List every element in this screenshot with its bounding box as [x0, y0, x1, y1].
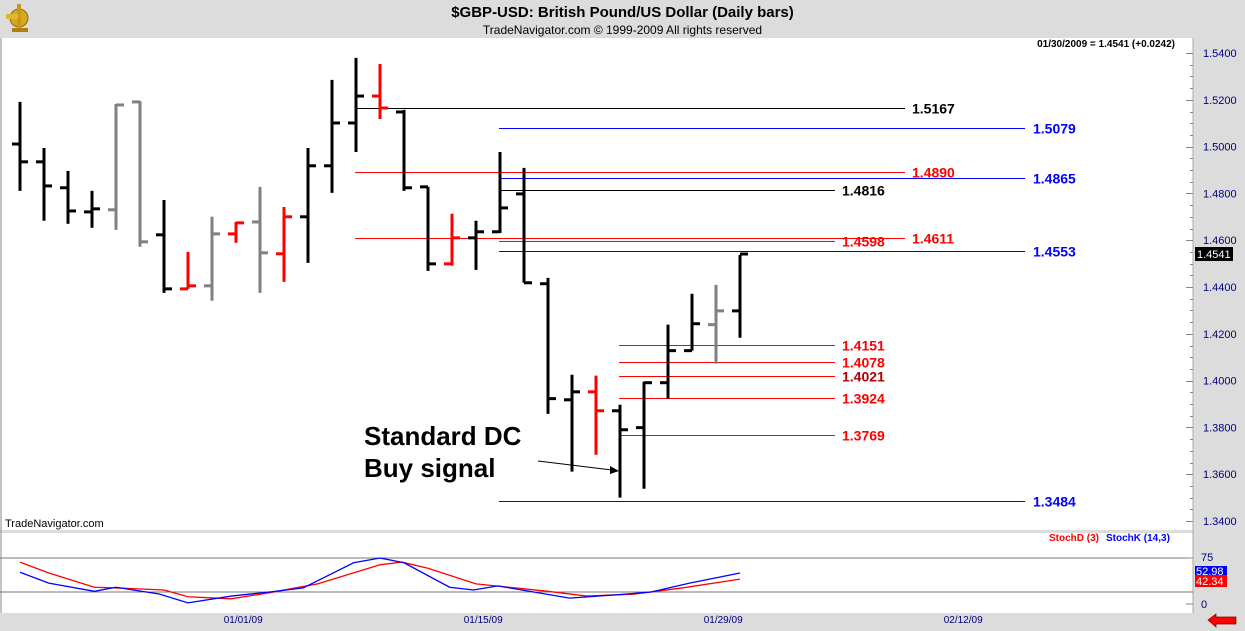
ohlc-bar	[204, 216, 220, 301]
level-label: 1.4021	[842, 369, 885, 385]
stochd-value: 42.34	[1196, 576, 1224, 588]
ohlc-bar	[84, 190, 100, 228]
last-price-box	[1195, 247, 1233, 262]
watermark: TradeNavigator.com	[5, 518, 104, 530]
y-tick-label: 1.3400	[1203, 516, 1237, 528]
y-tick-label: 1.5000	[1203, 142, 1237, 154]
level-label: 1.3769	[842, 428, 885, 444]
ohlc-bar	[708, 284, 724, 364]
ohlc-bar	[444, 213, 460, 266]
y-tick-label: 1.3800	[1203, 422, 1237, 434]
ohlc-bar	[732, 252, 748, 338]
stochk-line	[19, 557, 741, 604]
level-label: 1.4598	[842, 234, 885, 250]
ohlc-bar	[180, 251, 196, 291]
level-label: 1.4865	[1033, 171, 1076, 187]
stochd-legend: StochD (3)	[1049, 533, 1099, 544]
trade-navigator-logo-icon	[6, 4, 29, 32]
ohlc-bar	[636, 381, 652, 489]
stoch-y-label: 75	[1201, 552, 1213, 564]
ohlc-bar	[252, 186, 268, 293]
ohlc-bar	[348, 57, 364, 152]
ohlc-bar	[276, 206, 292, 282]
chart-subtitle: TradeNavigator.com © 1999-2009 All right…	[482, 23, 763, 37]
stochk-value-box	[1195, 566, 1227, 577]
stoch-panel	[0, 533, 1193, 613]
ohlc-bar	[324, 79, 340, 193]
ohlc-bar	[660, 324, 676, 399]
annotation-line1: Standard DC	[364, 421, 522, 451]
ohlc-bar	[60, 170, 76, 224]
level-label: 1.3484	[1033, 494, 1076, 510]
ohlc-bar	[516, 167, 532, 285]
ohlc-bar	[36, 148, 52, 221]
y-tick-label: 1.5200	[1203, 95, 1237, 107]
y-tick-label: 1.4200	[1203, 329, 1237, 341]
level-label: 1.5079	[1033, 121, 1076, 137]
y-tick-label: 1.3600	[1203, 469, 1237, 481]
ohlc-bar	[228, 221, 244, 243]
ohlc-bar	[468, 220, 484, 270]
ohlc-bar	[612, 404, 628, 498]
ohlc-bar	[588, 375, 604, 455]
chart-title: $GBP-USD: British Pound/US Dollar (Daily…	[451, 4, 794, 21]
last-quote: 01/30/2009 = 1.4541 (+0.0242)	[1037, 39, 1175, 50]
level-label: 1.4151	[842, 338, 885, 354]
y-tick-label: 1.4000	[1203, 376, 1237, 388]
y-tick-label: 1.4800	[1203, 188, 1237, 200]
y-tick-label: 1.5400	[1203, 48, 1237, 60]
ohlc-bar	[492, 151, 508, 234]
level-label: 1.4890	[912, 165, 955, 181]
ohlc-bar	[420, 185, 436, 271]
annotation-arrow	[537, 460, 619, 474]
y-tick-label: 1.4400	[1203, 282, 1237, 294]
stoch-y-label: 0	[1201, 599, 1207, 611]
scroll-left-arrow-icon[interactable]	[1207, 613, 1237, 628]
ohlc-bar	[372, 63, 388, 119]
level-label: 1.4078	[842, 355, 885, 371]
stochd-value-box	[1195, 575, 1227, 587]
y-tick-label: 1.4600	[1203, 235, 1237, 247]
annotation-line2: Buy signal	[364, 453, 495, 483]
ohlc-bar	[396, 109, 412, 191]
x-tick-label: 01/29/09	[704, 615, 743, 626]
x-axis-band	[0, 613, 1193, 631]
x-tick-label: 01/15/09	[464, 615, 503, 626]
last-price-label: 1.4541	[1197, 249, 1231, 261]
x-tick-label: 01/01/09	[224, 615, 263, 626]
level-label: 1.4816	[842, 183, 885, 199]
ohlc-bar	[132, 100, 148, 247]
ohlc-bar	[108, 103, 124, 230]
x-tick-label: 02/12/09	[944, 615, 983, 626]
ohlc-bar	[156, 199, 172, 293]
ohlc-bar	[12, 101, 28, 191]
ohlc-bar	[540, 277, 556, 414]
level-label: 1.5167	[912, 101, 955, 117]
ohlc-bar	[684, 293, 700, 353]
ohlc-bar	[300, 148, 316, 263]
price-panel	[0, 38, 1193, 530]
stochk-legend: StochK (14,3)	[1106, 533, 1170, 544]
level-label: 1.4553	[1033, 244, 1076, 260]
level-label: 1.3924	[842, 391, 885, 407]
ohlc-bar	[564, 374, 580, 472]
level-label: 1.4611	[912, 231, 954, 247]
